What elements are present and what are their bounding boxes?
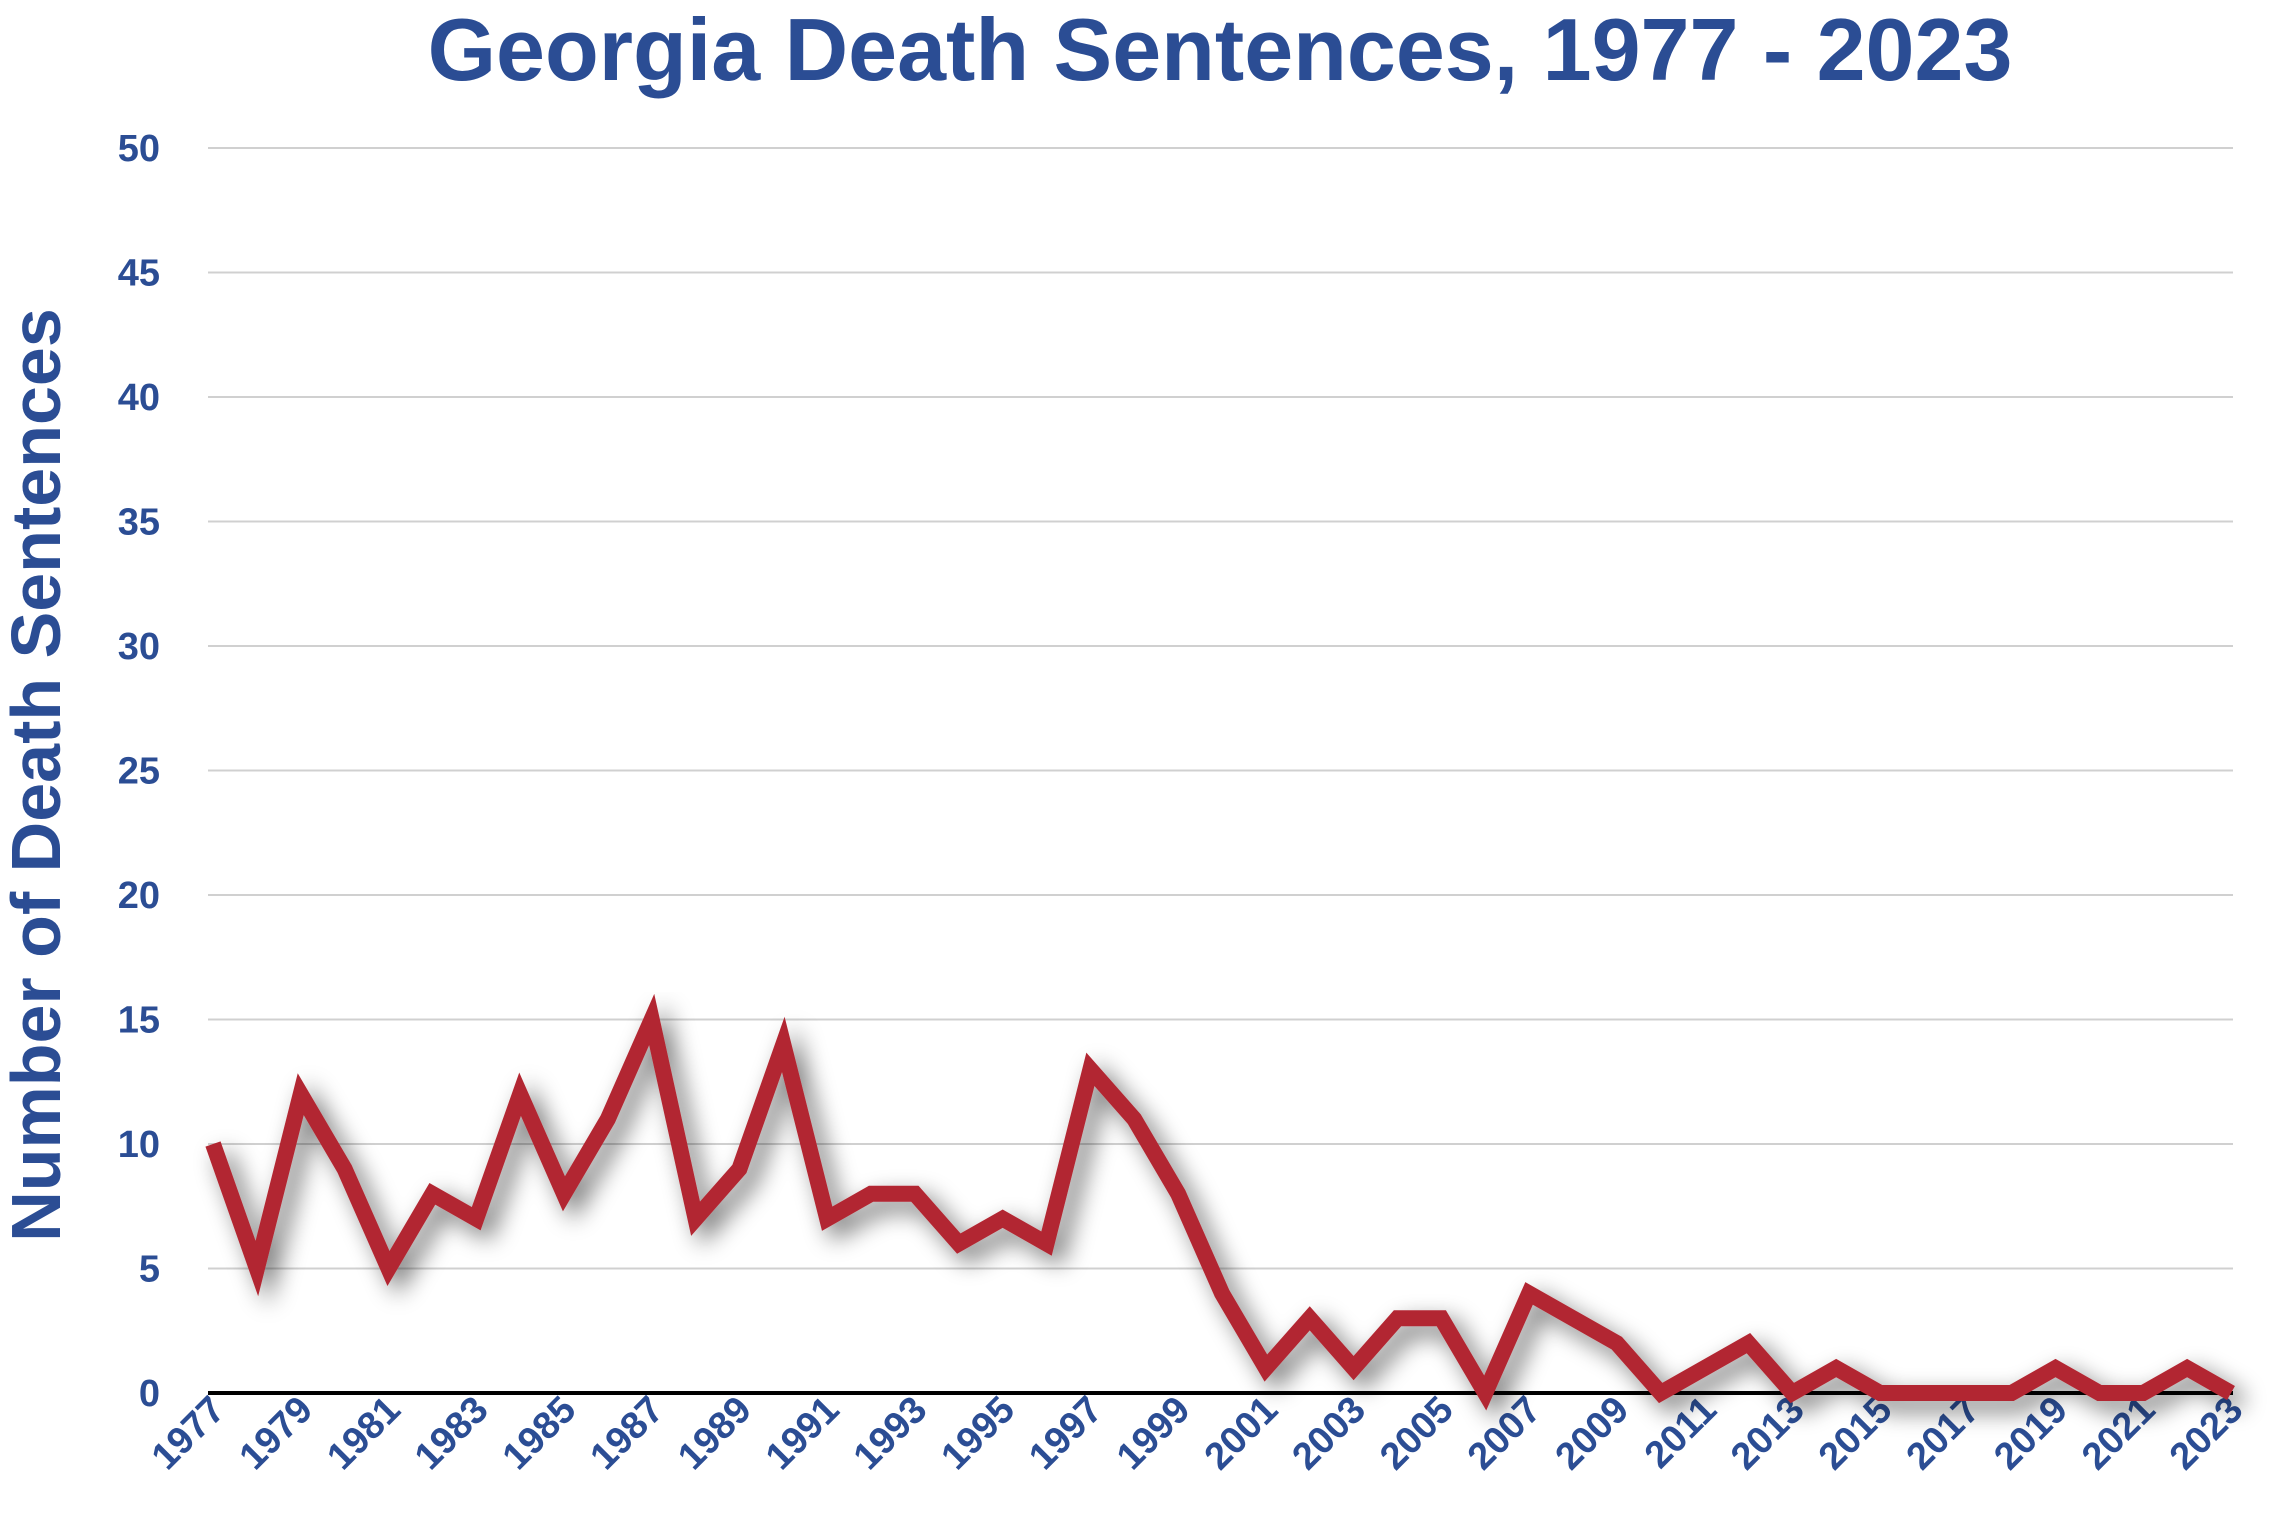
x-tick-label: 1983 (407, 1389, 496, 1478)
x-tick-label: 2013 (1723, 1389, 1812, 1478)
x-tick-label: 1999 (1109, 1389, 1198, 1478)
x-tick-label: 1979 (232, 1389, 321, 1478)
x-tick-label: 1981 (319, 1389, 408, 1478)
x-tick-label: 2005 (1372, 1389, 1461, 1478)
x-tick-label: 2015 (1811, 1389, 1900, 1478)
y-tick-label: 35 (118, 502, 160, 544)
x-tick-label: 1989 (670, 1389, 759, 1478)
x-tick-label: 2009 (1548, 1389, 1637, 1478)
y-tick-label: 30 (118, 626, 160, 668)
y-axis-label: Number of Death Sentences (0, 308, 75, 1242)
x-tick-label: 1985 (495, 1389, 584, 1478)
x-tick-label: 2011 (1637, 1389, 1725, 1477)
x-tick-label: 2001 (1197, 1389, 1286, 1478)
y-tick-label: 45 (118, 253, 160, 295)
x-tick-label: 1991 (758, 1389, 847, 1478)
x-tick-label: 1997 (1021, 1389, 1110, 1478)
y-tick-label: 25 (118, 751, 160, 793)
y-tick-label: 5 (139, 1249, 160, 1291)
y-tick-label: 15 (118, 1000, 160, 1042)
y-tick-label: 20 (118, 875, 160, 917)
x-tick-label: 2021 (2074, 1389, 2163, 1478)
y-tick-label: 40 (118, 377, 160, 419)
x-tick-label: 2017 (1899, 1389, 1988, 1478)
x-tick-label: 1995 (934, 1389, 1023, 1478)
x-tick-label: 2019 (1986, 1389, 2075, 1478)
x-tick-label: 1987 (583, 1389, 672, 1478)
y-tick-label: 50 (118, 128, 160, 170)
chart-title: Georgia Death Sentences, 1977 - 2023 (428, 0, 2013, 99)
series-line (205, 993, 2235, 1411)
x-tick-label: 2003 (1284, 1389, 1373, 1478)
y-tick-label: 0 (139, 1373, 160, 1415)
y-tick-label: 10 (118, 1124, 160, 1166)
x-tick-label: 2023 (2162, 1389, 2251, 1478)
x-tick-label: 1993 (846, 1389, 935, 1478)
x-tick-label: 2007 (1460, 1389, 1549, 1478)
